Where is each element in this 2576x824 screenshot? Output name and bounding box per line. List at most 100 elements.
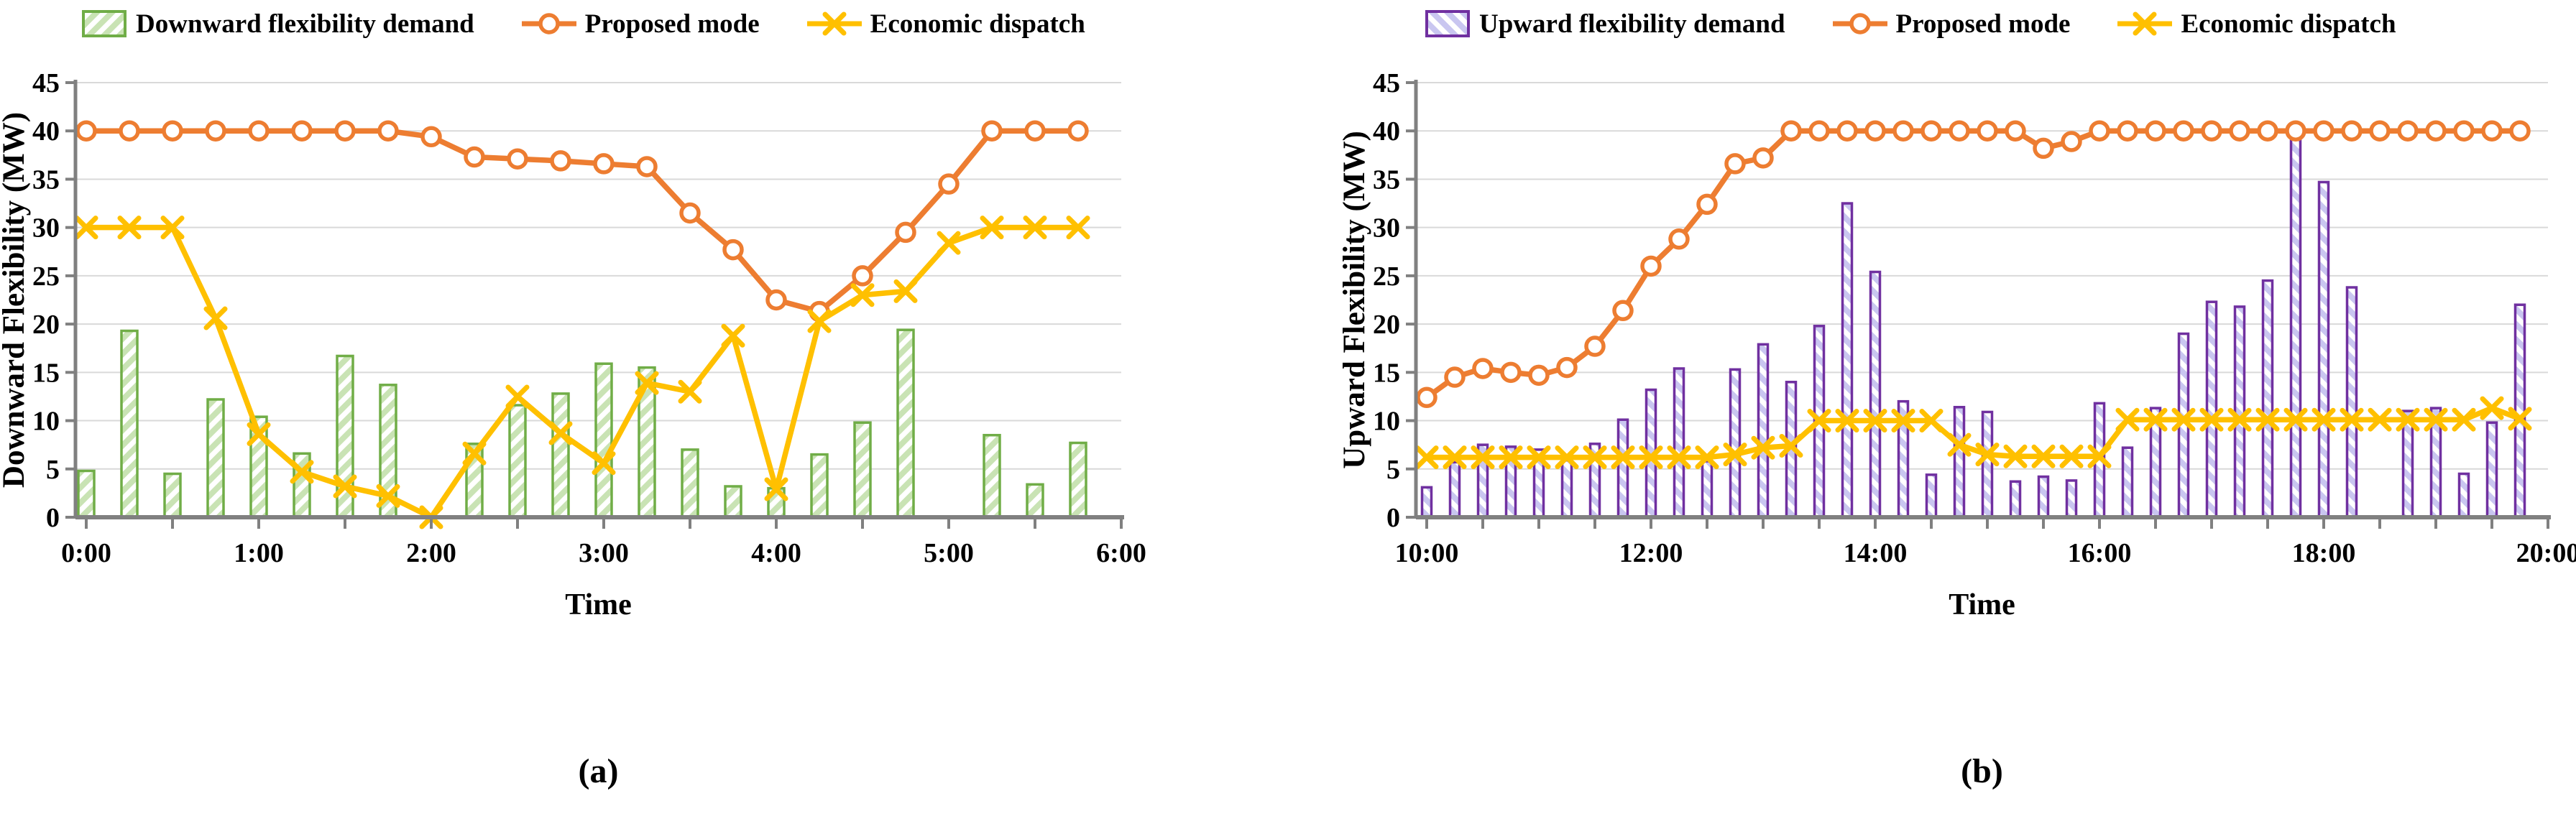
bar bbox=[163, 472, 182, 519]
bar bbox=[551, 392, 570, 519]
bar bbox=[2121, 446, 2134, 519]
y-tick-label: 20 bbox=[1373, 310, 1400, 340]
y-tick-label: 45 bbox=[1373, 68, 1400, 98]
x-tick-label: 14:00 bbox=[1844, 538, 1908, 568]
bar bbox=[2289, 137, 2302, 519]
bar bbox=[1729, 368, 1742, 519]
bar bbox=[2457, 472, 2470, 519]
legend-label: Proposed mode bbox=[584, 9, 760, 39]
plot-area-a: 0 5 10 15 20 25 30 35 40 45 0:00 1:00 2:00 3:00 4:00 5:… bbox=[0, 68, 1146, 621]
legend-label: Economic dispatch bbox=[870, 9, 1085, 39]
x-tick-label: 16:00 bbox=[2068, 538, 2132, 568]
y-tick-label: 5 bbox=[1386, 455, 1400, 485]
bar bbox=[2261, 279, 2274, 519]
gridlines bbox=[1416, 82, 2548, 470]
bar bbox=[2037, 475, 2050, 519]
bar bbox=[983, 433, 1001, 519]
bar bbox=[1673, 367, 1685, 519]
y-tick-label: 40 bbox=[32, 116, 60, 147]
bar bbox=[1420, 486, 1433, 519]
x-axis-title: Time bbox=[1949, 588, 2015, 621]
bar bbox=[2233, 305, 2246, 519]
bar bbox=[1953, 405, 1966, 519]
bar bbox=[1616, 418, 1629, 519]
chart-a: Downward flexibility demand Proposed mod… bbox=[0, 9, 1146, 791]
circle-line-swatch-icon bbox=[521, 13, 576, 34]
hatched-bar-swatch-icon bbox=[1425, 10, 1470, 37]
caption-a: (a) bbox=[578, 752, 619, 790]
bar bbox=[594, 362, 613, 519]
bar bbox=[853, 421, 872, 519]
y-tick-label: 35 bbox=[1373, 165, 1400, 195]
bar bbox=[2317, 180, 2330, 519]
x-tick-labels: 10:00 12:00 14:00 16:00 18:00 20:00 bbox=[1395, 538, 2576, 568]
bar bbox=[896, 328, 915, 519]
x-tick-label: 12:00 bbox=[1619, 538, 1683, 568]
bar bbox=[2401, 409, 2414, 519]
legend-item-economic-dispatch: Economic dispatch bbox=[806, 9, 1085, 40]
x-tick-labels: 0:00 1:00 2:00 3:00 4:00 5:00 6:00 bbox=[61, 538, 1146, 568]
x-tick-label: 5:00 bbox=[924, 538, 974, 568]
caption-b: (b) bbox=[1961, 752, 2003, 790]
y-tick-label: 30 bbox=[32, 213, 60, 244]
x-tick-label: 20:00 bbox=[2516, 538, 2576, 568]
bar bbox=[2009, 480, 2022, 519]
line-proposed-mode bbox=[75, 120, 1089, 323]
y-tick-label: 0 bbox=[1386, 503, 1400, 533]
y-axis-title: Upward Flexibility (MW) bbox=[1338, 131, 1371, 469]
axes bbox=[65, 80, 1124, 529]
legend-item-downward-flexibility-demand: Downward flexibility demand bbox=[81, 9, 474, 40]
x-tick-label: 4:00 bbox=[751, 538, 801, 568]
y-tick-label: 5 bbox=[46, 455, 60, 485]
bar bbox=[120, 329, 139, 519]
bar bbox=[2485, 421, 2498, 519]
bar bbox=[1925, 473, 1938, 519]
x-axis-title: Time bbox=[565, 588, 632, 621]
axes bbox=[1406, 80, 2551, 529]
x-tick-label: 2:00 bbox=[406, 538, 456, 568]
legend-item-economic-dispatch: Economic dispatch bbox=[2116, 9, 2396, 40]
line-economic-dispatch bbox=[1414, 396, 2532, 470]
bar bbox=[724, 485, 742, 519]
legend-item-proposed-mode: Proposed mode bbox=[1831, 9, 2070, 40]
legend-label: Downward flexibility demand bbox=[136, 9, 474, 39]
bar bbox=[1869, 270, 1882, 519]
y-tick-labels: 0 5 10 15 20 25 30 35 40 45 bbox=[32, 68, 60, 533]
legend-b: Upward flexibility demand Proposed mode … bbox=[1425, 1, 2396, 46]
bar bbox=[681, 448, 699, 519]
y-tick-label: 35 bbox=[32, 165, 60, 195]
chart-b: Upward flexibility demand Proposed mode … bbox=[1288, 0, 2576, 824]
bar bbox=[1026, 483, 1044, 519]
bar bbox=[2065, 479, 2078, 519]
y-tick-label: 25 bbox=[1373, 261, 1400, 292]
bar bbox=[77, 469, 96, 519]
bar bbox=[1560, 458, 1573, 519]
bar bbox=[810, 453, 829, 519]
bar bbox=[1069, 441, 1087, 519]
y-tick-label: 0 bbox=[46, 503, 60, 533]
legend-item-proposed-mode: Proposed mode bbox=[520, 9, 760, 40]
y-axis-title: Downward Flexibility (MW) bbox=[0, 112, 31, 488]
y-tick-labels: 0 5 10 15 20 25 30 35 40 45 bbox=[1373, 68, 1400, 533]
y-tick-label: 30 bbox=[1373, 213, 1400, 244]
y-tick-label: 45 bbox=[32, 68, 60, 98]
bar bbox=[1841, 202, 1854, 519]
x-tick-label: 10:00 bbox=[1395, 538, 1459, 568]
bar bbox=[2345, 286, 2358, 519]
bars-upward-flexibility-demand bbox=[1420, 137, 2526, 519]
bar bbox=[1448, 460, 1461, 519]
legend-label: Economic dispatch bbox=[2181, 9, 2396, 39]
bar bbox=[2513, 303, 2526, 519]
plot-area-b: 0 5 10 15 20 25 30 35 40 45 10:00 12:00 14:00 16:00 18… bbox=[1338, 68, 2576, 621]
legend-item-upward-flexibility-demand: Upward flexibility demand bbox=[1425, 9, 1785, 40]
hatched-bar-swatch-icon bbox=[82, 10, 126, 37]
bar bbox=[206, 398, 225, 519]
bar bbox=[1701, 460, 1714, 519]
x-tick-label: 0:00 bbox=[61, 538, 111, 568]
y-tick-label: 25 bbox=[32, 261, 60, 292]
y-tick-label: 20 bbox=[32, 310, 60, 340]
x-tick-label: 1:00 bbox=[234, 538, 284, 568]
x-tick-label: 3:00 bbox=[579, 538, 629, 568]
bar bbox=[2205, 300, 2218, 519]
